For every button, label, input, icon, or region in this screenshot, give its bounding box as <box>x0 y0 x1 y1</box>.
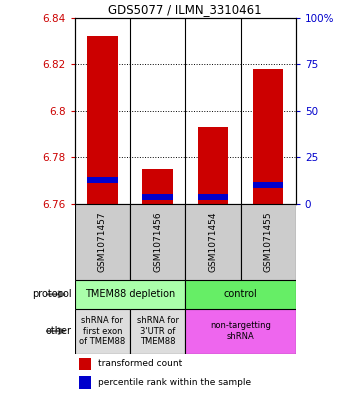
Bar <box>185 280 296 309</box>
Bar <box>79 376 91 389</box>
Text: shRNA for
3'UTR of
TMEM88: shRNA for 3'UTR of TMEM88 <box>137 316 179 346</box>
Bar <box>142 194 173 200</box>
Bar <box>79 358 91 370</box>
Text: other: other <box>46 326 71 336</box>
Bar <box>142 169 173 204</box>
Bar <box>253 182 283 188</box>
Text: control: control <box>224 289 257 299</box>
Text: transformed count: transformed count <box>98 359 182 368</box>
Bar <box>130 309 185 354</box>
Bar <box>75 280 185 309</box>
Bar <box>198 194 228 200</box>
Title: GDS5077 / ILMN_3310461: GDS5077 / ILMN_3310461 <box>108 4 262 17</box>
Bar <box>87 177 118 183</box>
Text: percentile rank within the sample: percentile rank within the sample <box>98 378 251 387</box>
Text: TMEM88 depletion: TMEM88 depletion <box>85 289 175 299</box>
Text: GSM1071455: GSM1071455 <box>264 211 273 272</box>
Text: shRNA for
first exon
of TMEM88: shRNA for first exon of TMEM88 <box>79 316 125 346</box>
Bar <box>253 69 283 204</box>
Text: GSM1071456: GSM1071456 <box>153 211 162 272</box>
Text: non-targetting
shRNA: non-targetting shRNA <box>210 321 271 341</box>
Bar <box>241 204 296 280</box>
Text: GSM1071454: GSM1071454 <box>208 212 217 272</box>
Bar <box>185 309 296 354</box>
Bar <box>130 204 185 280</box>
Bar <box>185 204 241 280</box>
Bar <box>198 127 228 204</box>
Bar <box>75 204 130 280</box>
Bar <box>87 36 118 204</box>
Text: protocol: protocol <box>32 289 71 299</box>
Text: GSM1071457: GSM1071457 <box>98 211 107 272</box>
Bar <box>75 309 130 354</box>
